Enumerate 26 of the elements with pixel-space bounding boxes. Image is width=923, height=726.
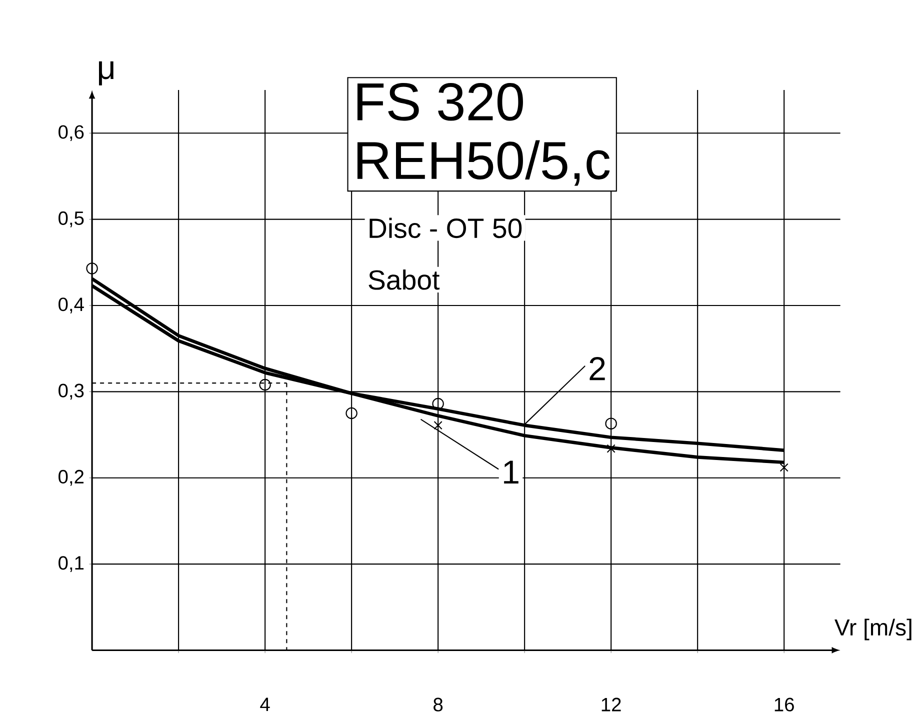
y-axis-title: μ: [98, 61, 114, 86]
annotation: Disc - OT 50: [370, 218, 522, 238]
annotation: FS 320: [357, 82, 523, 121]
point: [605, 418, 617, 430]
x-tick-label: 16: [774, 698, 794, 712]
point: [606, 444, 616, 453]
point: [780, 463, 788, 472]
series-label: 2: [590, 356, 605, 380]
y-tick-label: 0,1: [58, 556, 84, 572]
x-tick-label: 8: [434, 698, 443, 712]
x-tick-label: 12: [602, 698, 621, 712]
series-label: 1: [504, 460, 518, 484]
x-tick-label: 4: [260, 698, 270, 711]
y-tick-label: 0,5: [58, 211, 84, 228]
point: [86, 262, 98, 274]
y-tick-label: 0,2: [58, 470, 84, 486]
annotation: Sabot: [368, 269, 440, 290]
point: [434, 420, 442, 430]
y-tick-label: 0,4: [58, 297, 84, 314]
x-axis-title: Vr [m/s]: [834, 618, 912, 640]
annotation: REH50/5,c: [357, 140, 610, 186]
point: [346, 407, 358, 419]
y-tick-label: 0,6: [58, 125, 84, 141]
point: [432, 398, 444, 410]
point: [259, 378, 271, 391]
y-tick-label: 0,3: [58, 384, 84, 400]
